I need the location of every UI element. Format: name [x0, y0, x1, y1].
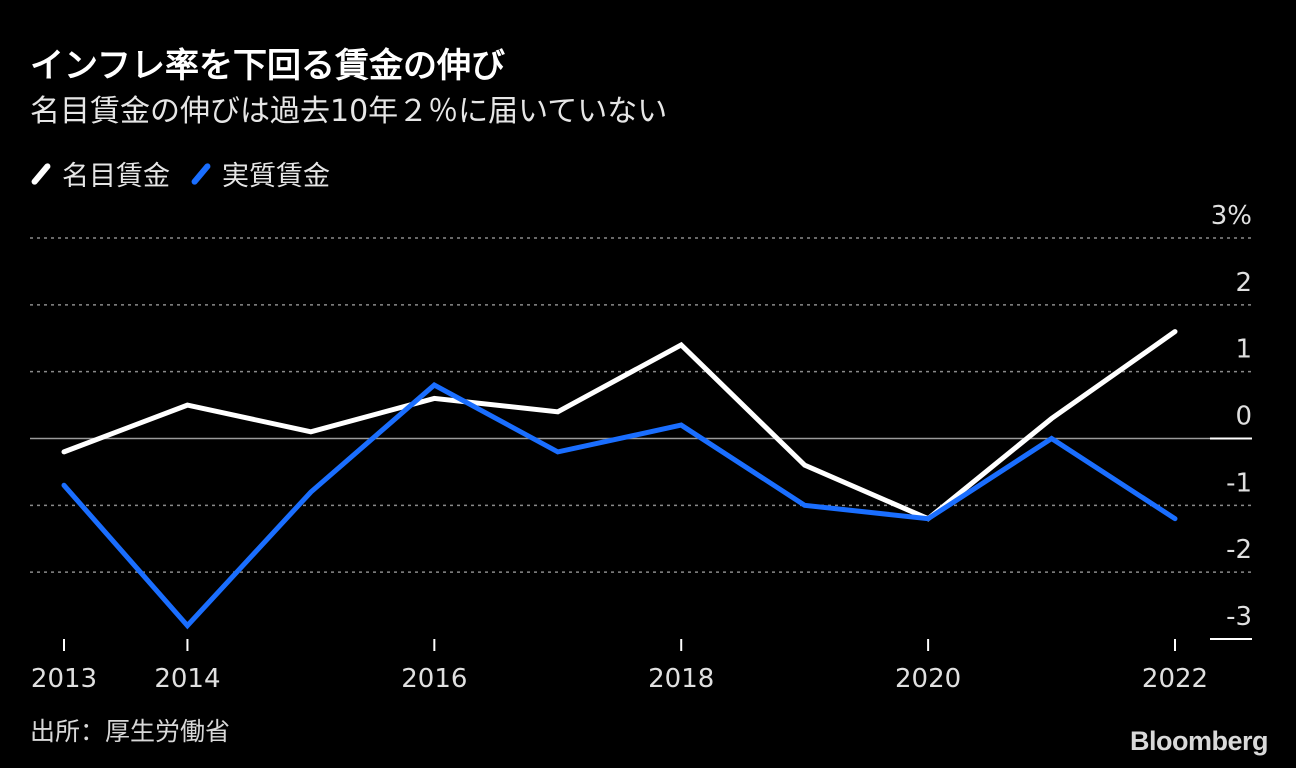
- y-tick-label: -3: [1226, 602, 1252, 632]
- legend-label-nominal: 名目賃金: [62, 161, 170, 192]
- legend: 名目賃金 実質賃金: [30, 154, 352, 193]
- x-tick-label: 2014: [154, 664, 220, 694]
- y-tick-label: -1: [1226, 468, 1252, 498]
- chart-title: インフレ率を下回る賃金の伸び: [30, 46, 505, 86]
- source-note: 出所：厚生労働省: [30, 717, 231, 746]
- x-tick-label: 2013: [31, 664, 97, 694]
- y-tick-label: 1: [1235, 335, 1252, 365]
- chart-subtitle: 名目賃金の伸びは過去10年２％に届いていない: [30, 94, 668, 129]
- series-line-real: [61, 381, 1178, 630]
- x-tick-label: 2016: [401, 664, 467, 694]
- x-tick-label: 2022: [1142, 664, 1208, 694]
- y-tick-label: 2: [1235, 268, 1252, 298]
- legend-item-real: 実質賃金: [190, 154, 330, 193]
- y-tick-label: 0: [1235, 402, 1252, 432]
- x-tick-label: 2020: [895, 664, 961, 694]
- bloomberg-logo: Bloomberg: [1129, 726, 1269, 756]
- x-tick-label: 2018: [648, 664, 714, 694]
- legend-label-real: 実質賃金: [222, 161, 330, 192]
- y-tick-label: 3%: [1211, 201, 1252, 231]
- legend-item-nominal: 名目賃金: [30, 154, 170, 193]
- y-tick-label: -2: [1226, 535, 1252, 565]
- series-line-nominal: [61, 329, 1178, 522]
